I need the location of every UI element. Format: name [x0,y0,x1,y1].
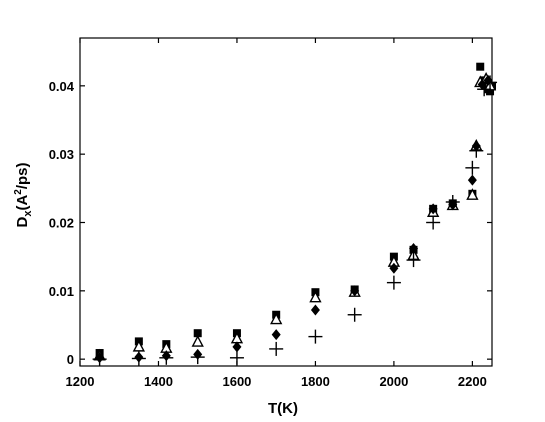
series-plus [92,75,498,367]
triangle-point [309,290,322,303]
x-tick-label: 2000 [379,374,408,389]
plot-border [79,37,493,367]
y-tick-label: 0.02 [49,216,74,231]
plus-point [406,253,421,268]
plus-point [445,195,460,209]
diamond-point [232,341,242,353]
square-point [476,62,485,71]
plus-point [477,82,492,97]
diamond-point [350,285,360,297]
diamond-point [271,329,281,341]
diamond-point [467,174,477,186]
plus-point [483,75,498,90]
y-axis-label-close: /ps) [14,162,31,189]
y-tick-label: 0.03 [49,147,74,162]
y-tick-label: 0.01 [49,284,74,299]
y-tick-label: 0.04 [49,79,75,94]
diamond-point [389,262,399,274]
diamond-point [310,304,320,316]
data-points [92,62,498,367]
plus-point [92,352,107,367]
plus-point [386,275,401,290]
plot-frame [79,37,493,367]
x-tick-label: 2200 [458,374,487,389]
triangle-point [132,339,146,352]
triangle-point [270,312,283,325]
x-tick-label: 1200 [66,374,95,389]
plus-point [426,215,441,230]
plus-point [347,307,362,322]
x-tick-label: 1400 [144,374,173,389]
y-axis: 0 0.01 0.02 0.03 0.04 [49,79,492,367]
y-axis-label-base: D [14,217,31,228]
square-point [193,329,202,338]
triangle-point [191,335,204,347]
y-axis-label-sup: 2 [13,189,24,195]
y-axis-label-open: (A [14,195,31,211]
plus-point [269,341,284,356]
plus-point [465,160,480,175]
plus-point [308,329,323,344]
diamond-point [428,203,438,215]
x-tick-label: 1600 [222,374,251,389]
x-axis-label: T(K) [268,400,298,417]
plus-point [469,143,484,158]
x-tick-label: 1800 [301,374,330,389]
plus-point [229,350,244,365]
y-axis-label-sub: x [22,210,34,217]
y-tick-label: 0 [67,352,74,367]
plus-point [159,350,174,365]
square-point [486,87,495,96]
diamond-point [409,242,419,254]
plus-point [131,351,146,366]
y-axis-label: Dx(A2/ps) [13,162,34,227]
plus-point [190,350,205,365]
triangle-point [466,188,479,200]
